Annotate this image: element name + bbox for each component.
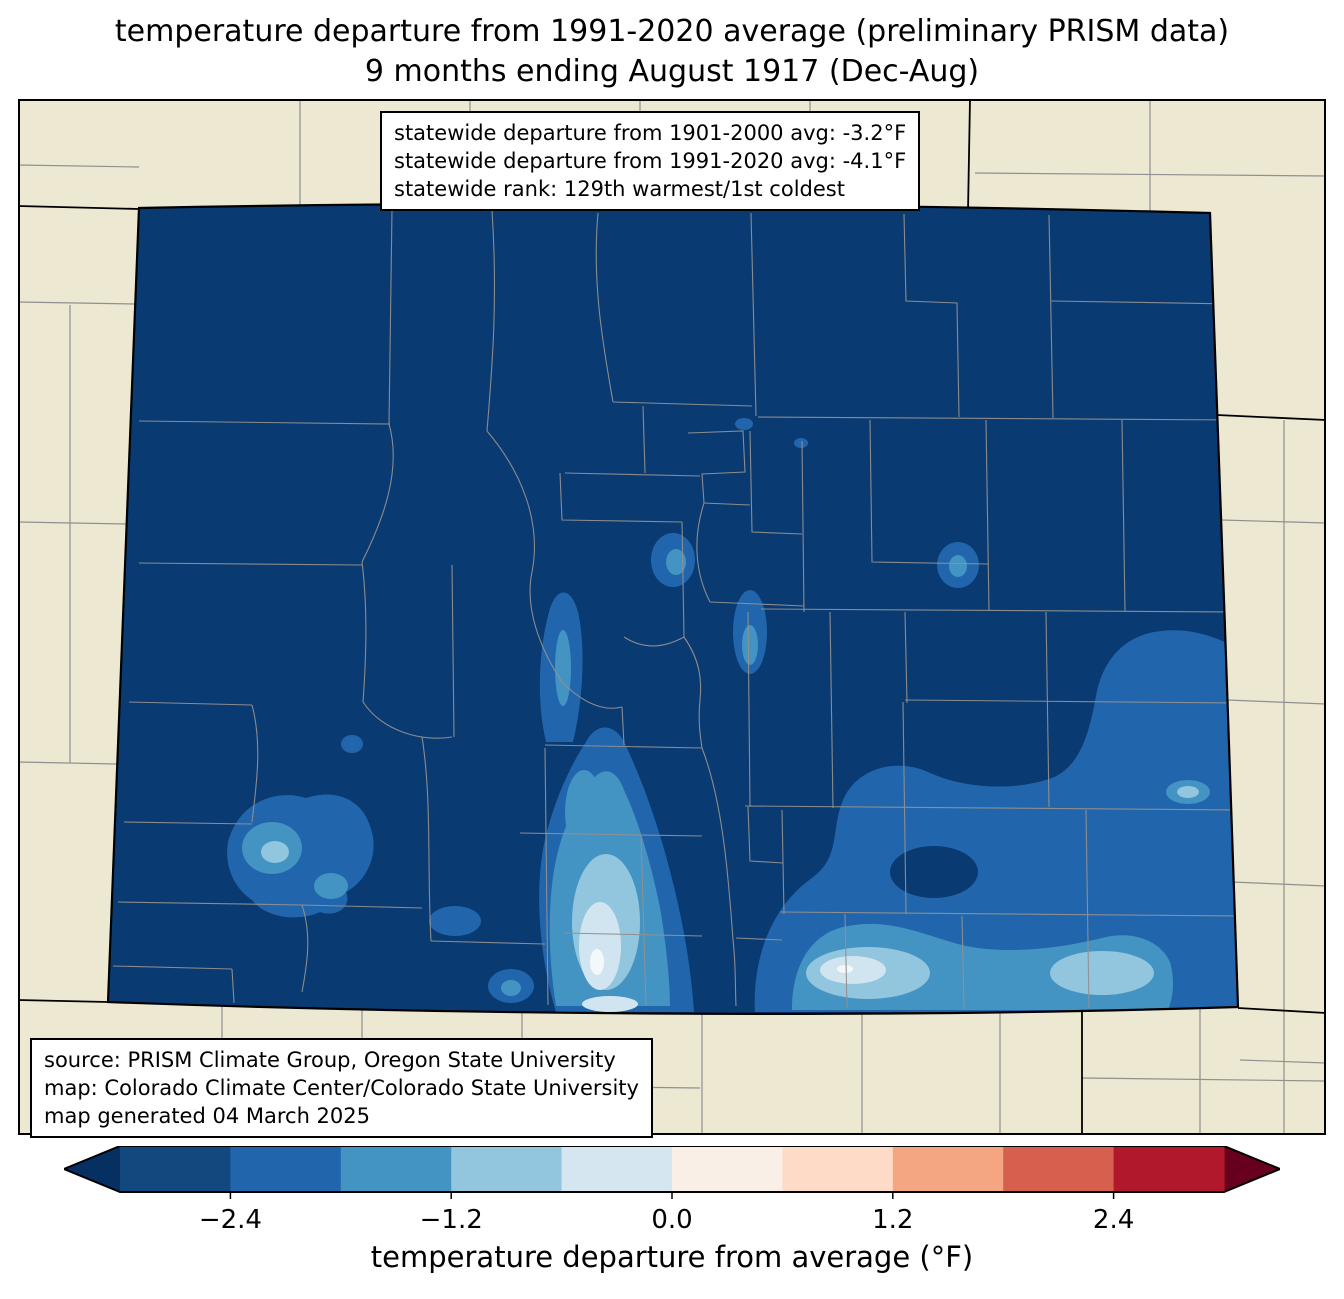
colorbar-segment <box>1113 1146 1225 1192</box>
colorbar-tick-label: 1.2 <box>872 1205 913 1235</box>
county-lines-colorado <box>112 209 1238 1010</box>
figure-title: temperature departure from 1991-2020 ave… <box>0 12 1344 92</box>
colorbar: −2.4 −1.2 0.0 1.2 2.4 <box>61 1145 1283 1238</box>
title-line-2: 9 months ending August 1917 (Dec-Aug) <box>364 54 980 89</box>
source-line-3: map generated 04 March 2025 <box>44 1104 371 1128</box>
anomaly-dark-notches <box>706 846 978 1006</box>
source-box: source: PRISM Climate Group, Oregon Stat… <box>30 1038 653 1138</box>
colorbar-segment <box>672 1146 783 1192</box>
colorbar-segment <box>561 1146 673 1192</box>
stats-line-3: statewide rank: 129th warmest/1st coldes… <box>394 177 845 201</box>
stats-box: statewide departure from 1901-2000 avg: … <box>380 111 921 211</box>
colorbar-segment <box>451 1146 563 1192</box>
colorbar-tick-label: −1.2 <box>420 1205 483 1235</box>
anomaly-level-4 <box>579 902 886 1012</box>
colorbar-segment <box>340 1146 452 1192</box>
colorbar-segment <box>230 1146 342 1192</box>
stats-line-1: statewide departure from 1901-2000 avg: … <box>394 121 907 145</box>
source-line-1: source: PRISM Climate Group, Oregon Stat… <box>44 1048 616 1072</box>
title-line-1: temperature departure from 1991-2020 ave… <box>114 14 1230 49</box>
colorbar-below-arrow <box>64 1146 120 1192</box>
colorbar-segment <box>892 1146 1004 1192</box>
colorbar-svg: −2.4 −1.2 0.0 1.2 2.4 <box>61 1145 1283 1235</box>
colorbar-outline <box>61 1145 1283 1193</box>
colorbar-axis-label: temperature departure from average (°F) <box>370 1240 974 1274</box>
map <box>18 99 1326 1135</box>
stats-line-2: statewide departure from 1991-2020 avg: … <box>394 149 907 173</box>
source-line-2: map: Colorado Climate Center/Colorado St… <box>44 1076 639 1100</box>
colorbar-tick-label: 0.0 <box>651 1205 692 1235</box>
axes-frame <box>18 99 1326 1135</box>
colorbar-segment <box>782 1146 894 1192</box>
colorbar-tick-label: 2.4 <box>1093 1205 1134 1235</box>
colorbar-tick-label: −2.4 <box>199 1205 262 1235</box>
colorbar-segment <box>120 1146 231 1192</box>
state-border-lines <box>18 99 1326 1135</box>
colorbar-above-arrow <box>1224 1146 1280 1192</box>
colorbar-segment <box>1003 1146 1115 1192</box>
anomaly-level-5 <box>590 949 853 975</box>
